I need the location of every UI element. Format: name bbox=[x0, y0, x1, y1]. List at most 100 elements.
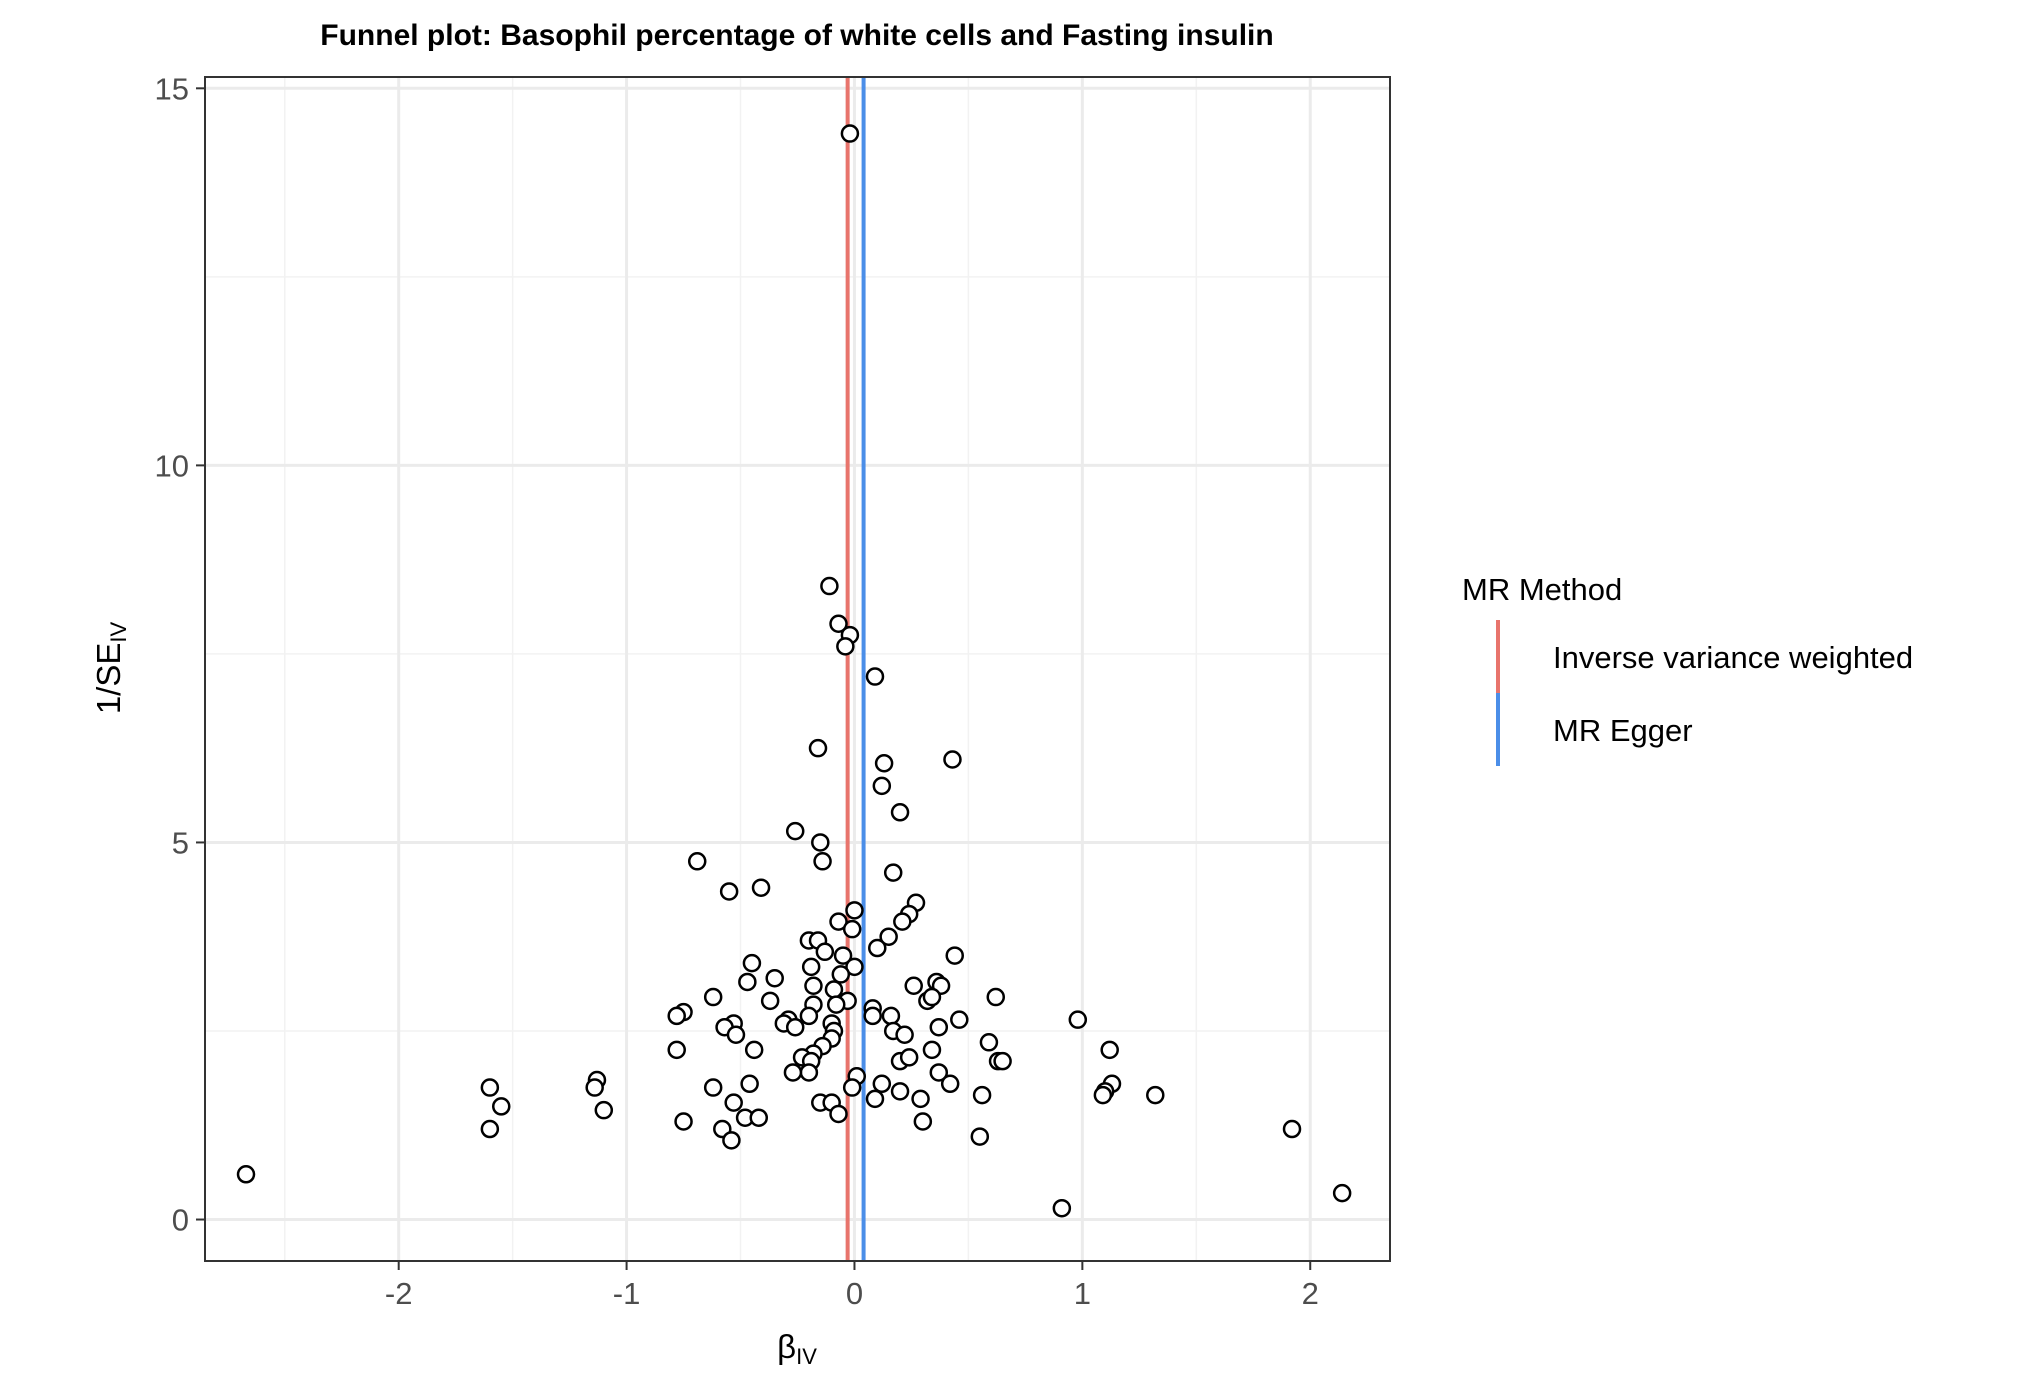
y-tick-label: 0 bbox=[172, 1203, 189, 1238]
data-point bbox=[813, 852, 832, 871]
x-tick-label: -2 bbox=[385, 1276, 413, 1311]
data-point bbox=[749, 1108, 769, 1127]
data-point bbox=[899, 1048, 919, 1067]
data-point bbox=[929, 1063, 949, 1082]
data-point bbox=[986, 987, 1006, 1007]
data-point bbox=[785, 821, 805, 841]
data-point bbox=[236, 1165, 256, 1184]
data-point bbox=[972, 1085, 992, 1105]
data-point bbox=[890, 803, 910, 822]
legend-swatch-ivw bbox=[1496, 620, 1500, 693]
legend-title: MR Method bbox=[1462, 572, 1622, 607]
data-point bbox=[824, 980, 844, 999]
data-point bbox=[815, 942, 835, 962]
legend-label-egger: MR Egger bbox=[1553, 713, 1693, 748]
x-axis-title-main: β bbox=[777, 1328, 796, 1365]
data-point bbox=[979, 1033, 999, 1052]
data-point bbox=[783, 1063, 803, 1082]
data-point bbox=[833, 946, 853, 965]
method-lines bbox=[845, 77, 866, 1261]
data-point bbox=[940, 1074, 960, 1094]
data-point bbox=[804, 976, 823, 995]
data-points bbox=[236, 124, 1352, 1218]
data-point bbox=[799, 1063, 819, 1082]
legend-label-ivw: Inverse variance weighted bbox=[1553, 640, 1913, 675]
data-point bbox=[760, 991, 780, 1011]
data-point bbox=[1068, 1010, 1088, 1029]
data-point bbox=[836, 637, 855, 656]
legend: MR Method Inverse variance weighted MR E… bbox=[1462, 572, 1913, 766]
data-point bbox=[1093, 1085, 1113, 1105]
data-point bbox=[881, 1006, 901, 1026]
data-point bbox=[799, 1006, 819, 1026]
data-point bbox=[492, 1097, 511, 1116]
data-point bbox=[667, 1040, 686, 1060]
data-point bbox=[667, 1006, 686, 1026]
major-gridlines bbox=[205, 77, 1390, 1261]
data-point bbox=[829, 614, 848, 634]
data-point bbox=[826, 995, 846, 1014]
plot-area bbox=[204, 76, 1391, 1262]
x-tick-label: 0 bbox=[846, 1276, 863, 1311]
data-point bbox=[726, 1025, 746, 1045]
data-point bbox=[865, 667, 885, 686]
data-point bbox=[820, 576, 839, 596]
data-point bbox=[874, 754, 894, 773]
x-tick-label: 2 bbox=[1302, 1276, 1319, 1311]
y-tick-label: 5 bbox=[172, 825, 189, 860]
data-point bbox=[868, 938, 887, 958]
panel-border bbox=[204, 76, 1391, 1262]
data-point bbox=[703, 987, 723, 1007]
data-point bbox=[865, 1089, 885, 1109]
data-point bbox=[872, 776, 892, 796]
data-point bbox=[845, 957, 864, 977]
data-point bbox=[879, 927, 898, 946]
data-point bbox=[913, 1112, 933, 1131]
data-point bbox=[744, 1040, 764, 1060]
data-point bbox=[829, 912, 848, 931]
data-point bbox=[738, 972, 757, 992]
data-point bbox=[808, 738, 828, 758]
y-axis-title: 1/SEIV bbox=[90, 622, 131, 715]
data-point bbox=[765, 968, 784, 988]
data-point bbox=[1100, 1040, 1119, 1060]
data-point bbox=[594, 1100, 614, 1120]
data-point bbox=[687, 852, 707, 871]
data-point bbox=[845, 901, 864, 920]
data-point bbox=[872, 1074, 892, 1094]
x-tick-label: -1 bbox=[613, 1276, 641, 1311]
y-tick-label: 15 bbox=[155, 71, 189, 106]
data-point bbox=[585, 1078, 604, 1097]
data-point bbox=[922, 1040, 942, 1060]
data-point bbox=[943, 750, 962, 769]
data-point bbox=[842, 919, 862, 939]
x-axis-title-sub: IV bbox=[796, 1344, 817, 1369]
data-point bbox=[742, 953, 762, 973]
data-point bbox=[922, 987, 942, 1007]
data-point bbox=[785, 1017, 805, 1037]
data-point bbox=[480, 1119, 500, 1139]
data-point bbox=[895, 1025, 914, 1045]
data-point bbox=[883, 863, 903, 882]
data-point bbox=[831, 965, 851, 984]
data-point bbox=[751, 878, 771, 897]
data-point bbox=[929, 1017, 949, 1037]
data-point bbox=[890, 1082, 910, 1101]
data-point bbox=[674, 1112, 693, 1131]
data-point bbox=[842, 1078, 862, 1097]
data-point bbox=[945, 946, 964, 965]
data-point bbox=[893, 912, 912, 931]
data-point bbox=[863, 1006, 882, 1026]
y-axis: 0 5 10 15 bbox=[155, 71, 205, 1238]
x-axis-title: βIV bbox=[777, 1328, 817, 1369]
y-tick-label: 10 bbox=[155, 448, 189, 483]
data-point bbox=[950, 1010, 969, 1029]
data-point bbox=[1146, 1085, 1165, 1105]
x-axis: -2 -1 0 1 2 bbox=[385, 1261, 1319, 1311]
legend-swatch-egger bbox=[1496, 693, 1500, 766]
data-point bbox=[829, 1104, 848, 1124]
chart-title: Funnel plot: Basophil percentage of whit… bbox=[320, 19, 1273, 52]
data-point bbox=[724, 1093, 743, 1112]
